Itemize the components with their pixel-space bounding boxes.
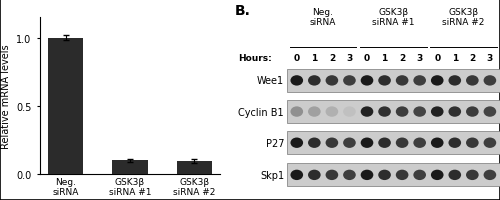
FancyBboxPatch shape bbox=[287, 70, 500, 92]
Ellipse shape bbox=[343, 107, 356, 117]
Ellipse shape bbox=[326, 76, 338, 86]
Ellipse shape bbox=[360, 107, 374, 117]
Ellipse shape bbox=[466, 76, 478, 86]
Ellipse shape bbox=[308, 107, 320, 117]
Ellipse shape bbox=[431, 107, 444, 117]
Ellipse shape bbox=[290, 107, 303, 117]
Text: Cyclin B1: Cyclin B1 bbox=[238, 107, 284, 117]
Y-axis label: Relative mRNA levels: Relative mRNA levels bbox=[0, 44, 10, 148]
Ellipse shape bbox=[308, 76, 320, 86]
Ellipse shape bbox=[431, 170, 444, 180]
Ellipse shape bbox=[290, 138, 303, 148]
Ellipse shape bbox=[484, 170, 496, 180]
Ellipse shape bbox=[326, 138, 338, 148]
Ellipse shape bbox=[448, 76, 461, 86]
Text: B.: B. bbox=[235, 4, 251, 18]
Text: 0: 0 bbox=[294, 54, 300, 62]
Text: 3: 3 bbox=[416, 54, 423, 62]
Text: 2: 2 bbox=[469, 54, 476, 62]
Ellipse shape bbox=[378, 138, 391, 148]
Ellipse shape bbox=[360, 138, 374, 148]
Text: Neg.
siRNA: Neg. siRNA bbox=[310, 8, 336, 27]
Ellipse shape bbox=[308, 138, 320, 148]
Ellipse shape bbox=[431, 76, 444, 86]
Ellipse shape bbox=[343, 138, 356, 148]
Ellipse shape bbox=[343, 170, 356, 180]
Bar bbox=[48, 38, 84, 174]
Ellipse shape bbox=[484, 107, 496, 117]
Ellipse shape bbox=[343, 76, 356, 86]
Ellipse shape bbox=[326, 170, 338, 180]
FancyBboxPatch shape bbox=[287, 100, 500, 123]
Text: 3: 3 bbox=[346, 54, 352, 62]
Ellipse shape bbox=[308, 170, 320, 180]
Ellipse shape bbox=[326, 107, 338, 117]
Text: 3: 3 bbox=[487, 54, 493, 62]
Text: GSK3β
siRNA #2: GSK3β siRNA #2 bbox=[442, 8, 484, 27]
Ellipse shape bbox=[378, 170, 391, 180]
Ellipse shape bbox=[466, 170, 478, 180]
Ellipse shape bbox=[448, 107, 461, 117]
Ellipse shape bbox=[466, 107, 478, 117]
Ellipse shape bbox=[431, 138, 444, 148]
Text: 0: 0 bbox=[434, 54, 440, 62]
Text: 2: 2 bbox=[399, 54, 405, 62]
Ellipse shape bbox=[378, 76, 391, 86]
Text: P27: P27 bbox=[266, 138, 284, 148]
Ellipse shape bbox=[396, 76, 408, 86]
Bar bbox=[176, 161, 212, 174]
Ellipse shape bbox=[360, 170, 374, 180]
Bar bbox=[112, 160, 148, 174]
Text: GSK3β
siRNA #1: GSK3β siRNA #1 bbox=[372, 8, 414, 27]
Ellipse shape bbox=[414, 107, 426, 117]
Ellipse shape bbox=[290, 76, 303, 86]
Ellipse shape bbox=[448, 170, 461, 180]
Text: 2: 2 bbox=[329, 54, 335, 62]
Text: 0: 0 bbox=[364, 54, 370, 62]
Text: 1: 1 bbox=[382, 54, 388, 62]
Text: Hours:: Hours: bbox=[238, 54, 272, 62]
Ellipse shape bbox=[484, 138, 496, 148]
Ellipse shape bbox=[414, 76, 426, 86]
Ellipse shape bbox=[290, 170, 303, 180]
Text: Skp1: Skp1 bbox=[260, 170, 284, 180]
Ellipse shape bbox=[396, 170, 408, 180]
FancyBboxPatch shape bbox=[287, 132, 500, 154]
Ellipse shape bbox=[396, 138, 408, 148]
FancyBboxPatch shape bbox=[287, 164, 500, 186]
Ellipse shape bbox=[448, 138, 461, 148]
Text: 1: 1 bbox=[452, 54, 458, 62]
Text: Wee1: Wee1 bbox=[257, 76, 284, 86]
Ellipse shape bbox=[396, 107, 408, 117]
Ellipse shape bbox=[414, 138, 426, 148]
Ellipse shape bbox=[414, 170, 426, 180]
Text: 1: 1 bbox=[311, 54, 318, 62]
Ellipse shape bbox=[466, 138, 478, 148]
Ellipse shape bbox=[360, 76, 374, 86]
Ellipse shape bbox=[378, 107, 391, 117]
Ellipse shape bbox=[484, 76, 496, 86]
